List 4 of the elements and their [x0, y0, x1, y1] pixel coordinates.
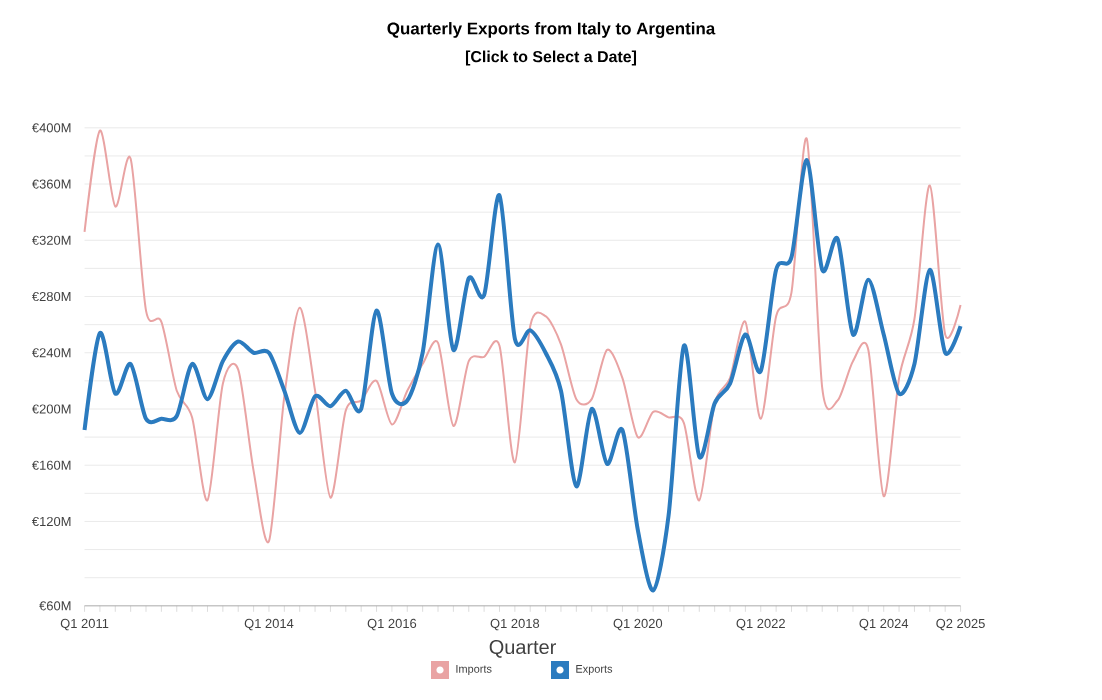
x-axis-title: Quarter	[489, 640, 556, 658]
chart-title: Quarterly Exports from Italy to Argentina	[387, 22, 716, 38]
line-series	[82, 158, 963, 593]
line-series	[83, 129, 962, 543]
